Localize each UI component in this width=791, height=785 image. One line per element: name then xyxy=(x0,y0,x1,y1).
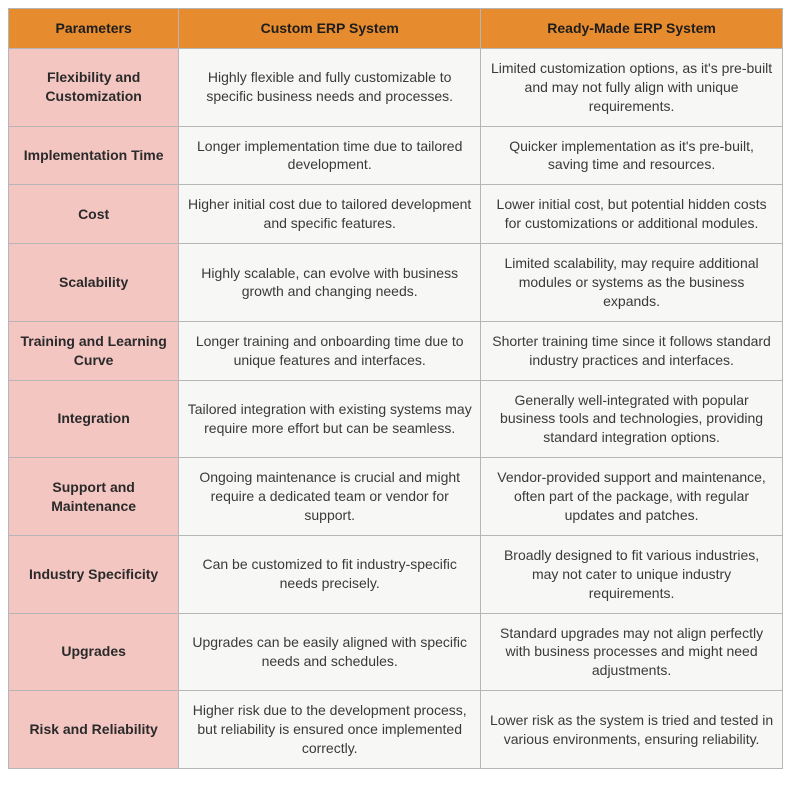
ready-cell: Limited scalability, may require additio… xyxy=(481,244,783,322)
table-row: Flexibility and CustomizationHighly flex… xyxy=(9,48,783,126)
table-row: Industry SpecificityCan be customized to… xyxy=(9,535,783,613)
param-cell: Implementation Time xyxy=(9,126,179,185)
param-cell: Upgrades xyxy=(9,613,179,691)
param-cell: Integration xyxy=(9,380,179,458)
param-cell: Flexibility and Customization xyxy=(9,48,179,126)
param-cell: Cost xyxy=(9,185,179,244)
table-header: Parameters Custom ERP System Ready-Made … xyxy=(9,9,783,49)
custom-cell: Higher risk due to the development proce… xyxy=(179,691,481,769)
ready-cell: Broadly designed to fit various industri… xyxy=(481,535,783,613)
ready-cell: Shorter training time since it follows s… xyxy=(481,321,783,380)
ready-cell: Limited customization options, as it's p… xyxy=(481,48,783,126)
ready-cell: Standard upgrades may not align perfectl… xyxy=(481,613,783,691)
ready-cell: Lower risk as the system is tried and te… xyxy=(481,691,783,769)
custom-cell: Tailored integration with existing syste… xyxy=(179,380,481,458)
col-header-parameters: Parameters xyxy=(9,9,179,49)
col-header-custom: Custom ERP System xyxy=(179,9,481,49)
param-cell: Risk and Reliability xyxy=(9,691,179,769)
ready-cell: Vendor-provided support and maintenance,… xyxy=(481,458,783,536)
custom-cell: Higher initial cost due to tailored deve… xyxy=(179,185,481,244)
ready-cell: Quicker implementation as it's pre-built… xyxy=(481,126,783,185)
table-body: Flexibility and CustomizationHighly flex… xyxy=(9,48,783,768)
param-cell: Training and Learning Curve xyxy=(9,321,179,380)
table-row: Training and Learning CurveLonger traini… xyxy=(9,321,783,380)
col-header-ready: Ready-Made ERP System xyxy=(481,9,783,49)
table-row: Risk and ReliabilityHigher risk due to t… xyxy=(9,691,783,769)
table-row: Support and MaintenanceOngoing maintenan… xyxy=(9,458,783,536)
ready-cell: Lower initial cost, but potential hidden… xyxy=(481,185,783,244)
table-row: IntegrationTailored integration with exi… xyxy=(9,380,783,458)
param-cell: Support and Maintenance xyxy=(9,458,179,536)
erp-comparison-table: Parameters Custom ERP System Ready-Made … xyxy=(8,8,783,769)
table-row: UpgradesUpgrades can be easily aligned w… xyxy=(9,613,783,691)
table-row: Implementation TimeLonger implementation… xyxy=(9,126,783,185)
custom-cell: Longer training and onboarding time due … xyxy=(179,321,481,380)
custom-cell: Highly flexible and fully customizable t… xyxy=(179,48,481,126)
param-cell: Industry Specificity xyxy=(9,535,179,613)
custom-cell: Can be customized to fit industry-specif… xyxy=(179,535,481,613)
param-cell: Scalability xyxy=(9,244,179,322)
custom-cell: Longer implementation time due to tailor… xyxy=(179,126,481,185)
custom-cell: Highly scalable, can evolve with busines… xyxy=(179,244,481,322)
ready-cell: Generally well-integrated with popular b… xyxy=(481,380,783,458)
custom-cell: Ongoing maintenance is crucial and might… xyxy=(179,458,481,536)
table-row: CostHigher initial cost due to tailored … xyxy=(9,185,783,244)
custom-cell: Upgrades can be easily aligned with spec… xyxy=(179,613,481,691)
table-row: ScalabilityHighly scalable, can evolve w… xyxy=(9,244,783,322)
